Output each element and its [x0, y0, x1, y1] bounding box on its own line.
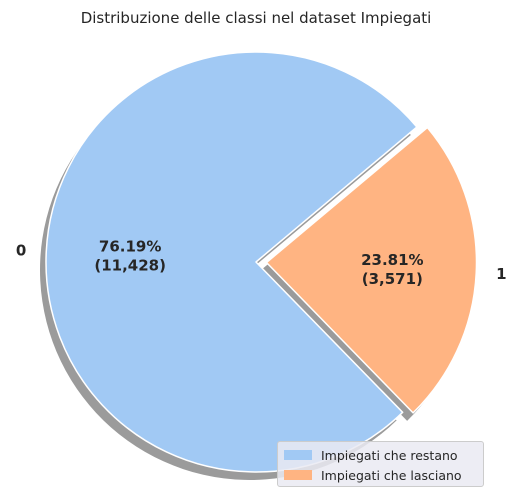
legend-item-lasciano: Impiegati che lasciano [284, 465, 477, 485]
chart-legend: Impiegati che restano Impiegati che lasc… [277, 441, 484, 487]
legend-label-restano: Impiegati che restano [321, 447, 458, 463]
pie-slices [45, 51, 478, 473]
slice-count-label: (11,428) [94, 257, 166, 275]
slice-percent-label: 76.19% [99, 238, 161, 256]
slice-category-label: 1 [496, 265, 506, 283]
legend-label-lasciano: Impiegati che lasciano [321, 467, 462, 483]
pie-slice-1 [265, 126, 478, 414]
legend-swatch-lasciano [284, 470, 312, 480]
pie-labels: 76.19%(11,428) 0 23.81%(3,571) 1 [16, 238, 507, 288]
slice-percent-label: 23.81% [361, 251, 423, 269]
pie-slice-0 [45, 51, 418, 473]
chart-title: Distribuzione delle classi nel dataset I… [81, 9, 432, 27]
slice-category-label: 0 [16, 241, 26, 259]
legend-item-restano: Impiegati che restano [284, 445, 477, 465]
legend-swatch-restano [284, 450, 312, 460]
slice-count-label: (3,571) [362, 270, 423, 288]
